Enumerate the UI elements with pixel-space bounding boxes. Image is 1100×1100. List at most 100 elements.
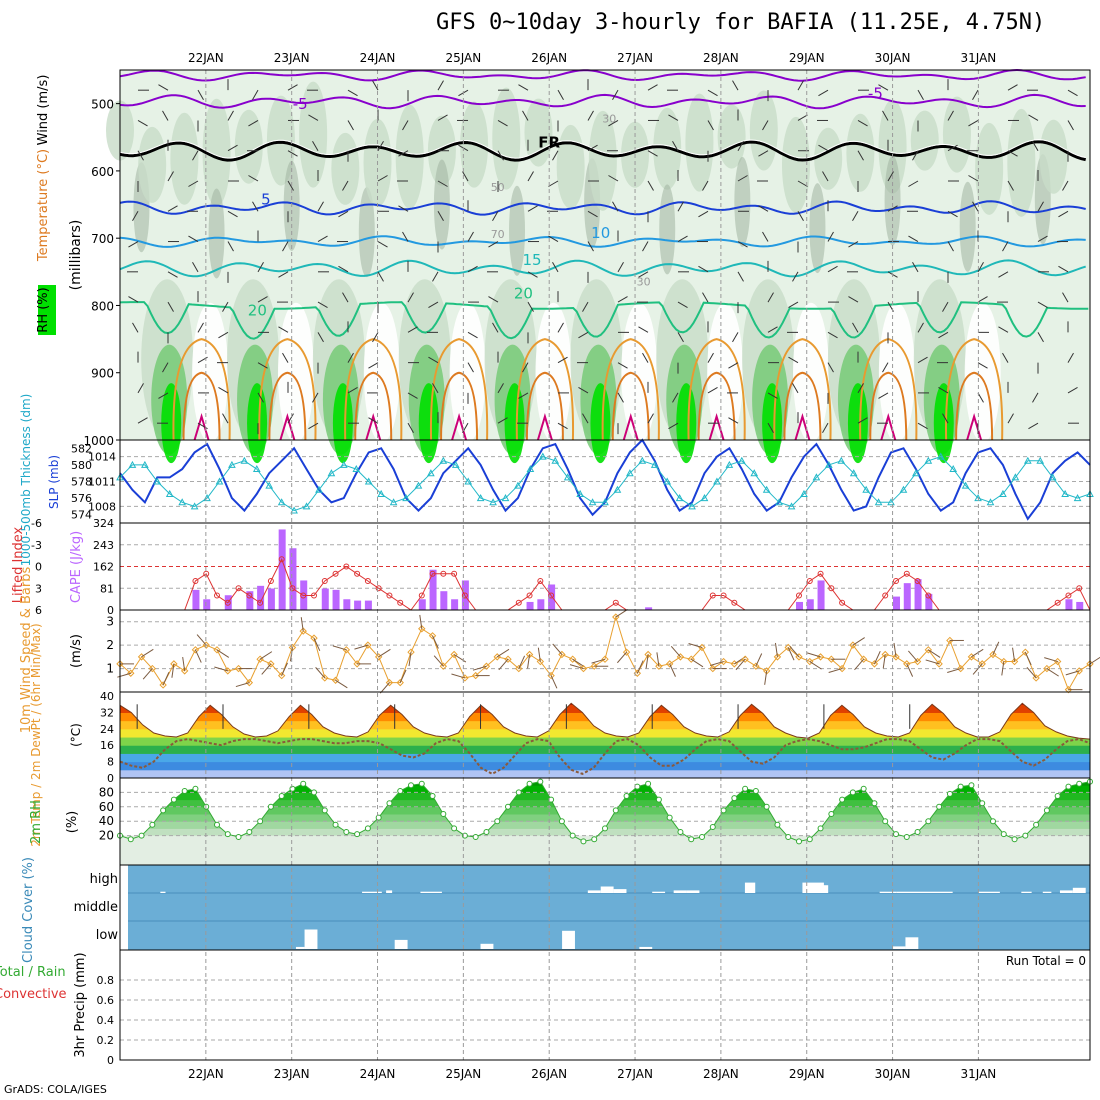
rh-marker	[860, 785, 867, 792]
wind-barb	[342, 180, 349, 191]
wind-barb	[557, 422, 568, 430]
wind-barb	[1001, 661, 1005, 676]
wind-barb	[972, 89, 979, 100]
wind-barb	[878, 84, 889, 91]
thickness-marker	[290, 506, 298, 514]
wind-barb	[938, 386, 949, 394]
rh-marker	[1022, 832, 1029, 839]
rh-fill-band	[120, 792, 1090, 801]
wind-barb	[437, 114, 448, 121]
thickness-marker	[1036, 456, 1045, 464]
wind-barb	[972, 201, 979, 212]
wind-speed-marker	[331, 676, 340, 684]
rh-marker	[483, 829, 490, 835]
wind-barb	[732, 80, 739, 91]
cloud-row-label: high	[90, 872, 118, 887]
axis-tick-label: 900	[91, 367, 114, 381]
cloud-bar	[1072, 887, 1086, 893]
cloud-bar	[394, 939, 408, 949]
wind-barb	[822, 422, 829, 433]
temp-contour-25	[172, 338, 231, 441]
wind-barb	[617, 362, 628, 369]
rh-tick-label: 20	[99, 829, 114, 843]
rh-marker	[785, 834, 792, 841]
rh-marker	[957, 783, 964, 790]
rh-mid-blob	[1007, 108, 1036, 217]
wind-barb	[462, 422, 469, 433]
rh-dry-tongue	[878, 302, 915, 443]
wind-barb	[407, 292, 414, 303]
thickness-tick-label: 576	[71, 492, 92, 505]
wind-barb	[552, 150, 559, 161]
freezing-level-inner	[119, 139, 1086, 159]
wind-barb	[257, 296, 268, 303]
thickness-marker	[252, 465, 261, 473]
rh-mid-blob	[331, 132, 360, 205]
rh-marker	[602, 825, 608, 832]
wind-barb	[947, 241, 954, 252]
thickness-marker	[688, 502, 696, 510]
wind-barb	[806, 652, 821, 658]
wind-speed-marker	[719, 657, 728, 666]
cloud-bar	[420, 891, 442, 893]
contour-label: 30	[637, 275, 651, 288]
rh-marker	[224, 831, 231, 838]
wind-speed-marker	[601, 655, 609, 663]
wind-speed-marker	[655, 662, 663, 670]
thickness-marker	[675, 494, 684, 502]
date-tick-label: 27JAN	[617, 1067, 653, 1081]
wind-barb	[218, 386, 229, 394]
date-tick-label: 30JAN	[875, 1067, 911, 1081]
temp-axis-label: 2m Temp / 2m DewPt / (6hr Min/Max)	[29, 623, 43, 846]
wind-barb	[372, 332, 379, 343]
thickness-tick-label: 580	[71, 459, 92, 472]
wind-barb	[591, 658, 606, 664]
thickness-marker	[476, 494, 485, 502]
lifted-index-marker	[257, 599, 264, 606]
thickness-marker	[1048, 473, 1057, 481]
precip-convective-legend: Convective	[0, 987, 67, 1002]
wind-speed-marker	[137, 653, 146, 661]
rh-tick-label: 60	[99, 800, 114, 814]
rh-mid-blob	[556, 124, 585, 209]
thickness-marker	[489, 498, 497, 506]
wind-barb	[827, 362, 834, 373]
temp-contour-25	[429, 338, 489, 441]
wind-barb	[407, 422, 414, 433]
temp-contour-30	[783, 371, 822, 441]
wind-barb	[882, 362, 889, 373]
rh-marker	[634, 783, 641, 790]
rh-column-saturated	[504, 383, 525, 464]
wind-axis-label: 10m Wind Speed & Barbs	[19, 567, 34, 734]
cape-bar	[806, 599, 814, 610]
rh-mid-blob	[588, 110, 617, 211]
wind-barb	[792, 271, 799, 282]
cape-bar	[1065, 599, 1073, 610]
thickness-marker	[1011, 473, 1020, 481]
wind-barb	[308, 422, 319, 430]
wind-barb	[317, 301, 328, 309]
pressure-axis-label: (millibars)	[68, 220, 84, 291]
panel-frame	[119, 949, 1091, 1061]
rh-marker	[839, 796, 846, 803]
rh-marker	[149, 821, 156, 828]
wind-barb	[419, 614, 423, 629]
rh-marker	[321, 807, 328, 814]
thickness-marker	[638, 456, 647, 464]
wind-speed-marker	[277, 671, 286, 680]
thickness-marker	[414, 481, 423, 489]
temp-contour-5	[119, 200, 1086, 216]
wind-speed-marker	[989, 650, 997, 659]
lifted-index-marker	[418, 592, 425, 599]
temp-tick-label: 0	[107, 772, 114, 785]
rh-marker	[138, 832, 145, 839]
rh-marker	[688, 836, 695, 843]
rh-dark-blob	[358, 187, 375, 278]
wind-barb	[908, 650, 918, 662]
wind-barb	[278, 271, 289, 278]
rh-dry-tongue	[793, 302, 830, 443]
thickness-marker	[787, 502, 796, 510]
wind-tick-label: 3	[106, 615, 114, 629]
lifted-index-marker	[903, 570, 910, 577]
rh-marker	[257, 818, 264, 825]
